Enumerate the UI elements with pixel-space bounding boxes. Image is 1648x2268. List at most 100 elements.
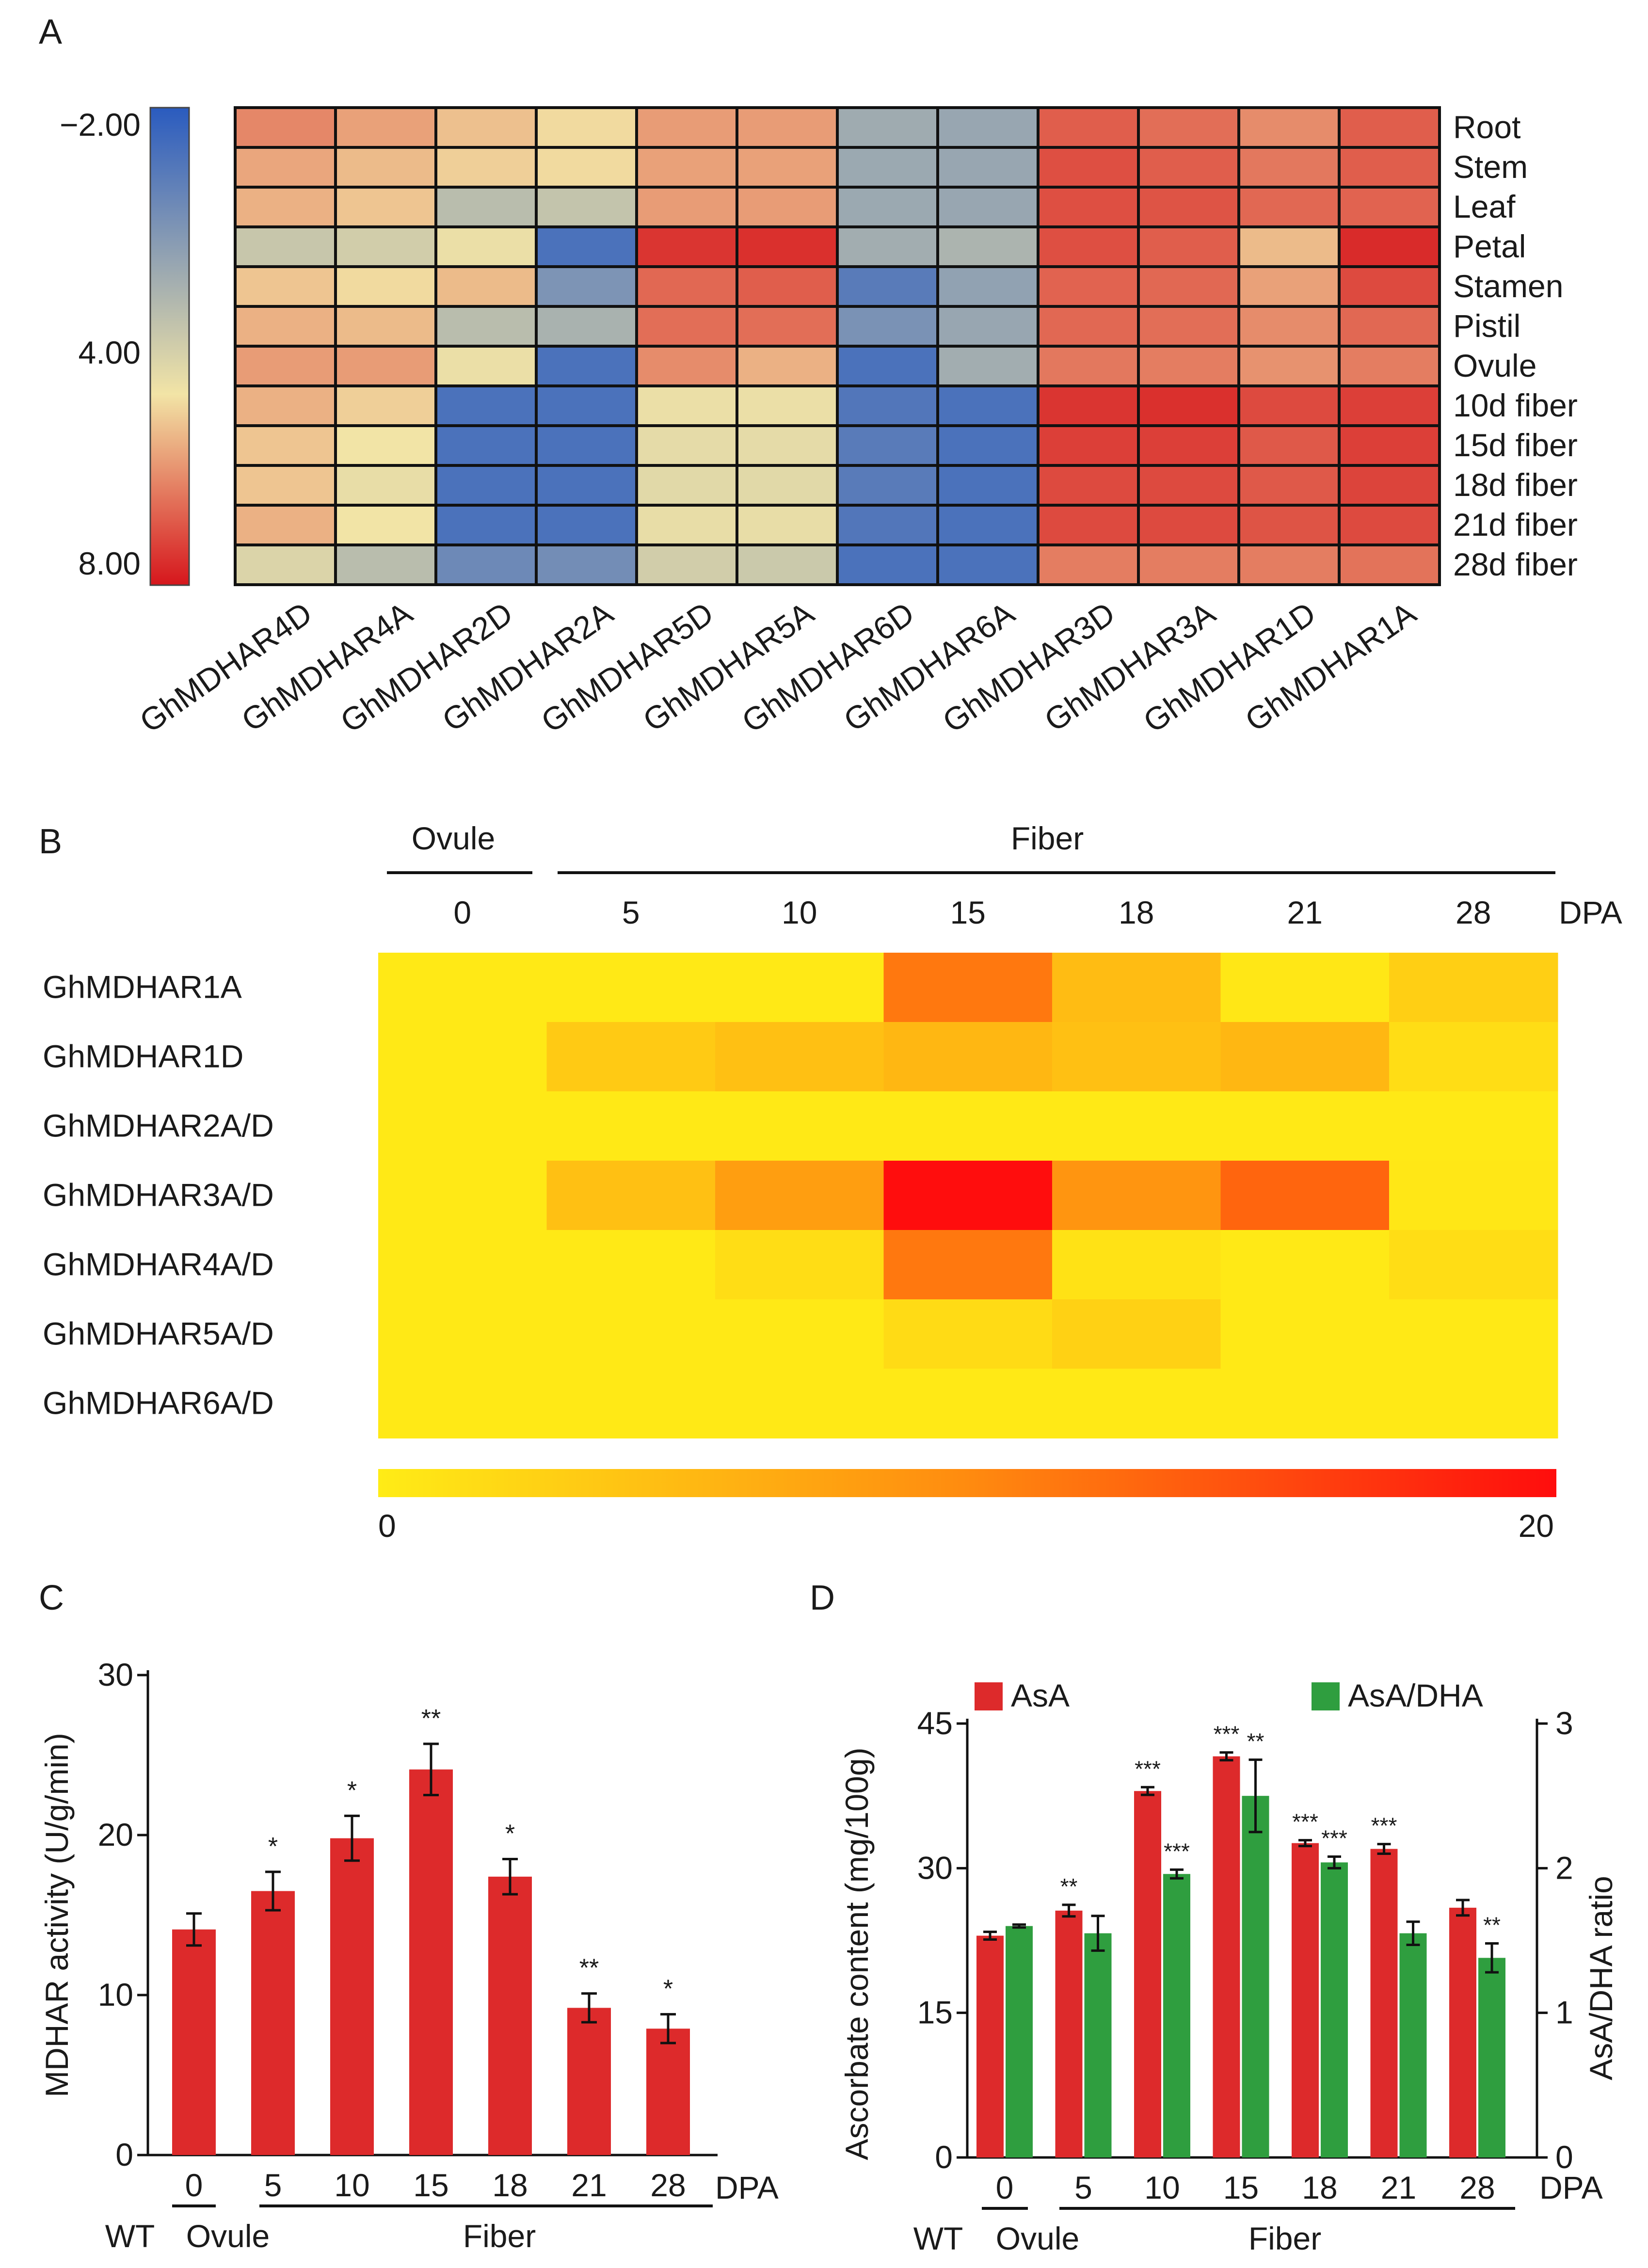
heatmap-a-cell [1137, 543, 1240, 586]
heatmap-a-cell [936, 265, 1040, 308]
significance-c: * [268, 1833, 278, 1861]
heatmap-a-cell [535, 543, 638, 586]
heatmap-a-cell [334, 305, 437, 348]
heatmap-a-cell [635, 424, 738, 467]
heatmap-a-cell [234, 146, 337, 189]
heatmap-a-cell [334, 464, 437, 507]
heatmap-a-cell [635, 345, 738, 387]
heatmap-b-cell [1389, 1230, 1558, 1300]
heatmap-b-cell [1389, 1161, 1558, 1230]
heatmap-a-cell [1037, 504, 1140, 546]
heatmap-b-cell [883, 1369, 1053, 1438]
bar-c [646, 2028, 690, 2155]
heatmap-b-cell [546, 1091, 716, 1161]
heatmap-a-cell [1237, 464, 1341, 507]
axis-d-ytick-label: 15 [917, 1995, 953, 2030]
heatmap-a-cell [1037, 225, 1140, 268]
heatmap-a-cell [535, 225, 638, 268]
axis-d-xtick-label: 21 [1381, 2170, 1416, 2205]
heatmap-a-cell [434, 106, 538, 149]
heatmap-a-col-label: GhMDHAR2A [436, 595, 620, 738]
significance-c: ** [579, 1954, 599, 1982]
heatmap-a-cell [535, 504, 638, 546]
heatmap-a-col-label: GhMDHAR3A [1038, 595, 1222, 738]
axis-d-xtick-label: 28 [1459, 2170, 1495, 2205]
heatmap-a-cell [535, 384, 638, 427]
heatmap-a-cell [535, 424, 638, 467]
heatmap-a-col-label: GhMDHAR6A [837, 595, 1021, 738]
heatmap-a-col-label: GhMDHAR5D [535, 595, 720, 739]
heatmap-a-cell [1237, 543, 1341, 586]
heatmap-b-col-label: 21 [1287, 894, 1323, 930]
heatmap-a-cell [836, 543, 939, 586]
heatmap-b-cell [546, 1230, 716, 1300]
heatmap-a-cell [334, 265, 437, 308]
heatmap-b-cell [546, 1022, 716, 1092]
heatmap-b-cell [378, 1091, 547, 1161]
colorbar-a-tick: 8.00 [79, 545, 141, 581]
heatmap-a-cell [1137, 106, 1240, 149]
heatmap-a-cell [936, 345, 1040, 387]
heatmap-a-cell [1137, 186, 1240, 228]
heatmap-a-cell [736, 345, 839, 387]
bar-d-ratio [1084, 1933, 1112, 2157]
heatmap-b-cell [546, 1161, 716, 1230]
heatmap-a-cell [1237, 265, 1341, 308]
colorbar-a [149, 107, 190, 586]
heatmap-a-cell [635, 146, 738, 189]
heatmap-b-group-ovule: Ovule [412, 820, 495, 856]
significance-d: ** [1247, 1729, 1264, 1754]
heatmap-a-cell [936, 146, 1040, 189]
heatmap-a-cell [1237, 384, 1341, 427]
legend-label-asa: AsA [1011, 1677, 1070, 1713]
heatmap-b-col-label: 0 [453, 894, 471, 930]
bar-c [567, 2008, 611, 2155]
heatmap-a-cell [434, 384, 538, 427]
heatmap-a-cell [1037, 186, 1140, 228]
group-c-fiber: Fiber [463, 2218, 536, 2254]
heatmap-b-row-label: GhMDHAR1A [43, 969, 242, 1005]
heatmap-a-cell [234, 424, 337, 467]
heatmap-b-cell [1220, 1369, 1390, 1438]
bar-d-ratio [1399, 1933, 1427, 2157]
heatmap-a-cell [1237, 305, 1341, 348]
significance-d: *** [1371, 1813, 1397, 1838]
heatmap-a-cell [434, 424, 538, 467]
legend-swatch-ratio [1312, 1682, 1340, 1710]
heatmap-b-cell [1389, 953, 1558, 1022]
axis-c-xtick-label: 21 [571, 2167, 607, 2203]
heatmap-a-row-label: 10d fiber [1453, 387, 1578, 423]
heatmap-a-row-label: Root [1453, 109, 1520, 145]
heatmap-b-group-fiber: Fiber [1011, 820, 1084, 856]
bar-d-asa [1213, 1756, 1240, 2157]
heatmap-a-cell [836, 106, 939, 149]
heatmap-a-cell [736, 305, 839, 348]
heatmap-a-cell [836, 345, 939, 387]
heatmap-a-cell [334, 424, 437, 467]
heatmap-a-cell [1137, 345, 1240, 387]
heatmap-a-cell [1237, 106, 1341, 149]
heatmap-a-cell [936, 424, 1040, 467]
bar-d-ratio [1006, 1926, 1033, 2157]
heatmap-b-cell [715, 1230, 884, 1300]
heatmap-a-cell [1237, 424, 1341, 467]
heatmap-a-cell [1137, 424, 1240, 467]
legend-swatch-asa [975, 1682, 1003, 1710]
heatmap-a-row-label: Leaf [1453, 189, 1516, 224]
heatmap-b-row-label: GhMDHAR1D [43, 1038, 243, 1074]
heatmap-a-cell [234, 305, 337, 348]
axis-c-ylabel: MDHAR activity (U/g/min) [39, 1733, 75, 2097]
heatmap-a-cell [1037, 464, 1140, 507]
heatmap-a-cell [234, 225, 337, 268]
significance-d: *** [1164, 1838, 1190, 1864]
heatmap-b-cell [1220, 1091, 1390, 1161]
bar-c [251, 1891, 295, 2155]
heatmap-a-cell [936, 384, 1040, 427]
heatmap-a-cell [736, 384, 839, 427]
heatmap-a-cell [1338, 146, 1441, 189]
heatmap-a-cell [1338, 345, 1441, 387]
significance-d: *** [1214, 1722, 1240, 1747]
heatmap-a-cell [1037, 543, 1140, 586]
heatmap-a-cell [234, 265, 337, 308]
